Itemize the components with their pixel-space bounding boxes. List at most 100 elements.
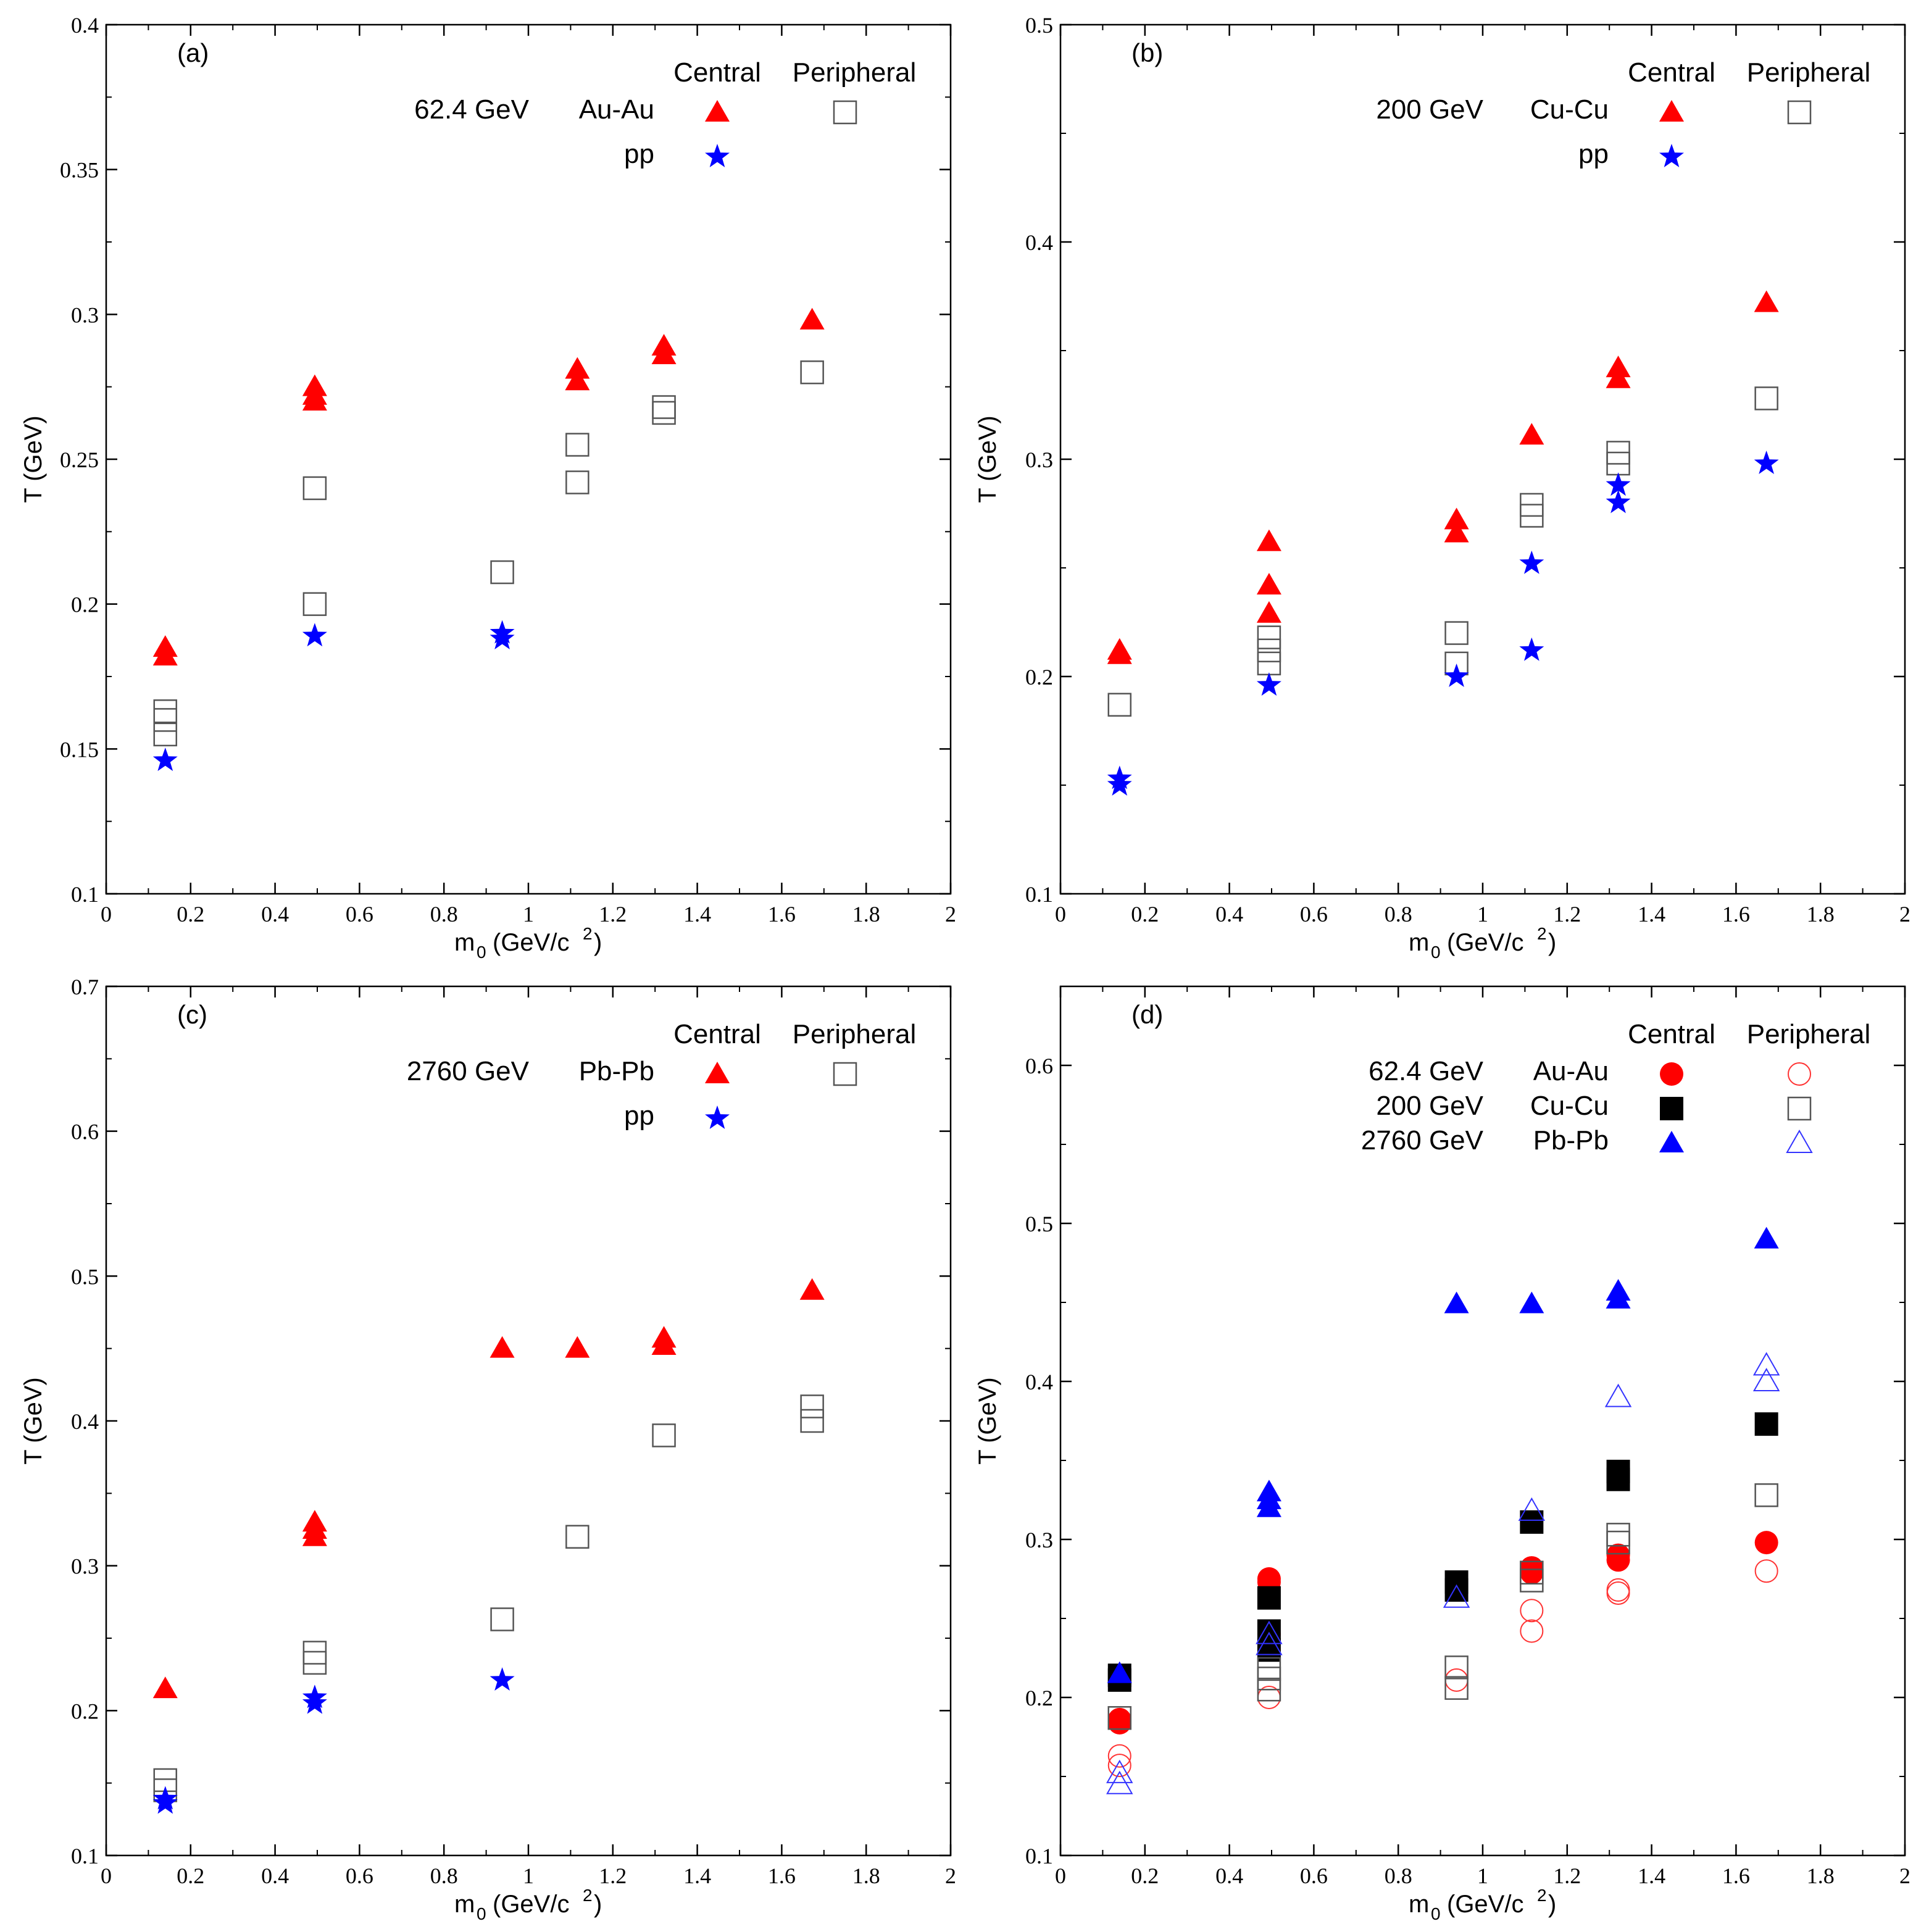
legend-system: Au-Au: [1533, 1056, 1609, 1086]
data-point: [1518, 1497, 1546, 1521]
legend: Central Peripheral 2760 GeV Pb-Pb pp: [407, 1019, 916, 1131]
x-tick-label: 0.6: [1300, 902, 1328, 926]
legend-header-peripheral: Peripheral: [1747, 57, 1871, 88]
legend-marker-peripheral: [833, 100, 857, 125]
y-tick-label: 0.1: [71, 1844, 99, 1868]
data-point: [1444, 1291, 1469, 1314]
data-point: [1519, 423, 1544, 445]
data-point: [1444, 1570, 1469, 1594]
x-tick-label: 1: [1477, 902, 1488, 926]
legend-marker-peripheral: [1788, 1062, 1811, 1086]
series: [1107, 451, 1779, 796]
data-point: [652, 1423, 676, 1447]
data-point: [1107, 1744, 1131, 1768]
data-point: [1606, 441, 1630, 465]
legend-marker-central: [705, 144, 730, 167]
x-axis-title: m 0 (GeV/c 2): [1409, 1886, 1556, 1923]
data-point: [1107, 693, 1132, 717]
x-tick-label: 0.4: [1215, 1863, 1243, 1888]
legend-marker-central: [705, 100, 730, 122]
legend-header-peripheral: Peripheral: [793, 1019, 917, 1049]
legend-row: 62.4 GeV Au-Au: [414, 94, 857, 125]
data-point: [1519, 1291, 1544, 1314]
legend-marker-central: [705, 1062, 730, 1083]
data-point: [153, 699, 178, 723]
legend-energy: 200 GeV: [1376, 1091, 1483, 1121]
data-point: [152, 635, 178, 657]
data-point: [1754, 386, 1778, 410]
data-point: [1106, 1759, 1133, 1783]
x-tick-label: 1.8: [852, 902, 880, 926]
x-tick-label: 2: [1899, 902, 1910, 926]
x-tick-label: 0.8: [430, 1863, 458, 1888]
series: [1107, 290, 1779, 664]
plot-frame: [1059, 23, 1906, 895]
data-point: [1754, 1531, 1778, 1555]
series: [153, 360, 824, 747]
legend-energy: 200 GeV: [1376, 94, 1483, 125]
data-point: [302, 1684, 327, 1709]
x-tick-label: 0: [101, 902, 112, 926]
legend-marker-central: [1660, 1062, 1683, 1086]
data-point: [1256, 1620, 1283, 1644]
x-tick-label: 1.2: [599, 1863, 627, 1888]
y-tick-label: 0.4: [1025, 1370, 1053, 1394]
x-axis-unit: (GeV/c: [493, 1891, 569, 1918]
data-point: [490, 620, 515, 644]
y-tick-label: 0.15: [60, 737, 99, 762]
data-point: [152, 1676, 178, 1699]
data-point: [1444, 621, 1469, 645]
data-point: [1443, 1584, 1470, 1608]
data-point: [565, 357, 590, 379]
legend-row: 2760 GeV Pb-Pb: [407, 1056, 857, 1086]
x-tick-label: 0.2: [177, 1863, 204, 1888]
data-point: [1257, 638, 1281, 663]
x-tick-label: 2: [945, 1863, 956, 1888]
data-point: [302, 623, 327, 647]
y-tick-label: 0.2: [71, 593, 99, 617]
x-axis-unit: (GeV/c: [1447, 1891, 1523, 1918]
data-point: [1519, 551, 1544, 574]
x-tick-label: 1.4: [1638, 902, 1665, 926]
data-points: [152, 1278, 825, 1814]
data-point: [1107, 1706, 1132, 1730]
data-points: [1107, 290, 1779, 796]
x-axis-symbol: m: [1409, 929, 1429, 956]
series: [1106, 1352, 1780, 1794]
y-tick-label: 0.2: [1025, 665, 1053, 689]
series: [152, 1278, 825, 1699]
x-tick-label: 0.6: [346, 1863, 373, 1888]
data-point: [800, 360, 824, 385]
data-point: [1754, 290, 1779, 312]
legend-marker-central: [1660, 1097, 1683, 1120]
y-tick-label: 0.7: [71, 975, 99, 999]
x-tick-label: 0.8: [1385, 902, 1412, 926]
x-axis-symbol: m: [1409, 1891, 1429, 1918]
x-tick-label: 1.2: [599, 902, 627, 926]
data-point: [1520, 1510, 1544, 1534]
panel-a: 0 0.2 0.4 0.6 0.8 1 1.2 1.4 1.6 1.8 2 0.1 0.15 0.2 0.2…: [20, 13, 956, 962]
data-point: [1257, 651, 1281, 676]
data-point: [1520, 493, 1544, 517]
x-axis-close: ): [1548, 929, 1556, 956]
x-tick-label: 1: [1477, 1863, 1488, 1888]
x-tick-label: 0.2: [177, 902, 204, 926]
y-tick-label: 0.3: [71, 1554, 99, 1579]
data-point: [1606, 1523, 1630, 1547]
data-point: [1606, 1578, 1630, 1602]
y-tick-label: 0.6: [71, 1120, 99, 1144]
data-point: [565, 1525, 590, 1549]
x-tick-label: 0.6: [346, 902, 373, 926]
x-tick-label: 0: [1055, 902, 1066, 926]
series: [152, 1667, 515, 1814]
x-axis-unit: (GeV/c: [1447, 929, 1523, 956]
x-tick-label: 0.4: [1215, 902, 1243, 926]
legend-row: 2760 GeV Pb-Pb: [1361, 1125, 1813, 1155]
y-axis-title: T (GeV): [20, 415, 47, 503]
x-axis-superscript: 2: [1537, 924, 1547, 943]
x-tick-label: 0: [1055, 1863, 1066, 1888]
data-point: [1107, 765, 1132, 789]
data-points: [1106, 1226, 1780, 1794]
legend: Central Peripheral 62.4 GeV Au-Au 200 GeV Cu-…: [1361, 1019, 1870, 1155]
x-tick-label: 1.2: [1553, 902, 1581, 926]
